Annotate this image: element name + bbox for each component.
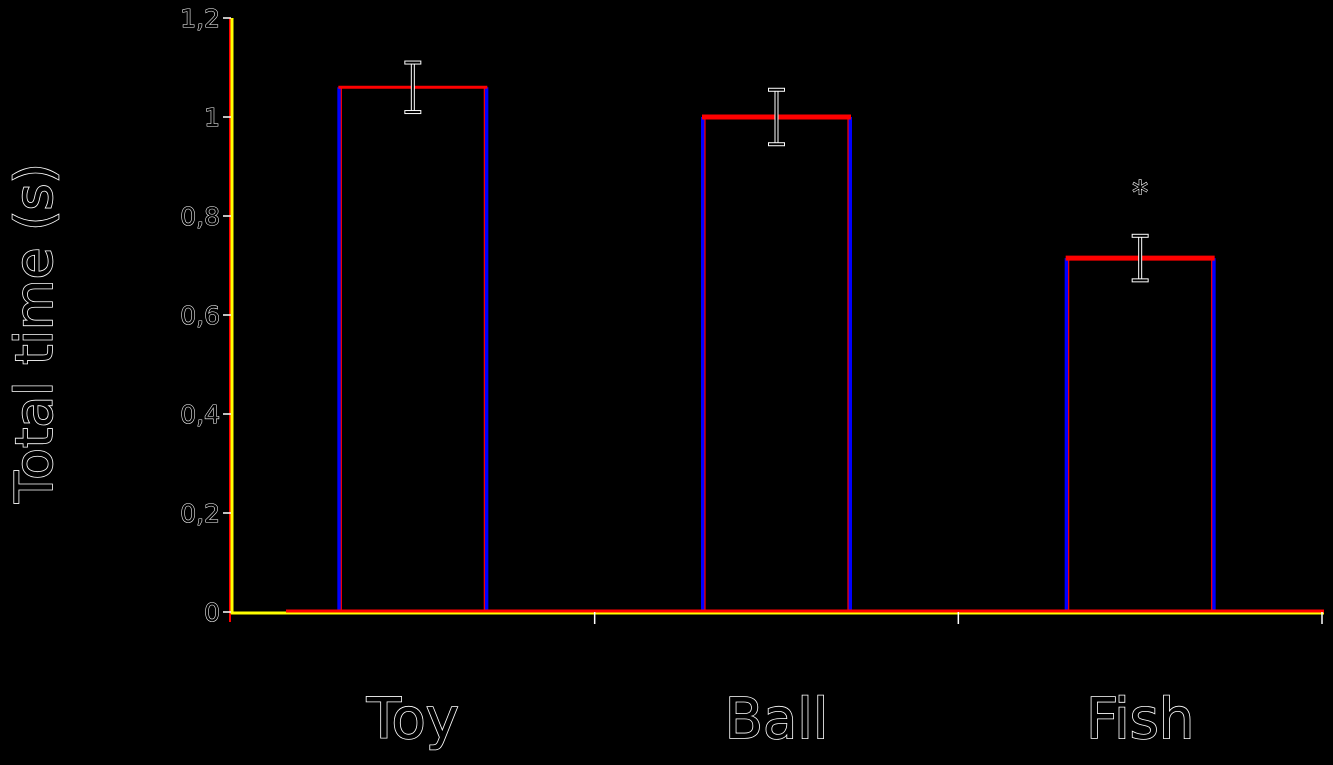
- y-ticks-group: 0 0,2 0,4 0,6 0,8 1 1,2: [180, 3, 231, 628]
- y-axis-label: Total time (s): [5, 163, 65, 504]
- error-bar-toy: [404, 60, 422, 115]
- axes-group: [229, 18, 1324, 624]
- y-tick-label: 0,2: [180, 499, 220, 528]
- y-tick-label: 0: [204, 598, 220, 627]
- y-tick-label: 0,4: [180, 400, 220, 429]
- significance-marker: *: [1132, 173, 1148, 211]
- y-tick-label: 1,2: [180, 4, 220, 33]
- y-tick-label: 1: [204, 103, 220, 132]
- error-bar-fish: [1131, 233, 1149, 283]
- annotations-group: *: [1132, 173, 1149, 212]
- bars-group: [337, 85, 1216, 612]
- y-tick-label: 0,8: [180, 202, 220, 231]
- x-category-label: Ball: [725, 687, 829, 752]
- error-bars-group: [404, 60, 1149, 283]
- x-category-label: Fish: [1086, 687, 1194, 752]
- y-tick-label: 0,6: [180, 301, 220, 330]
- x-category-label: Toy: [366, 687, 459, 752]
- x-labels-group: Toy Ball Fish: [365, 686, 1195, 753]
- error-bar-ball: [768, 87, 785, 147]
